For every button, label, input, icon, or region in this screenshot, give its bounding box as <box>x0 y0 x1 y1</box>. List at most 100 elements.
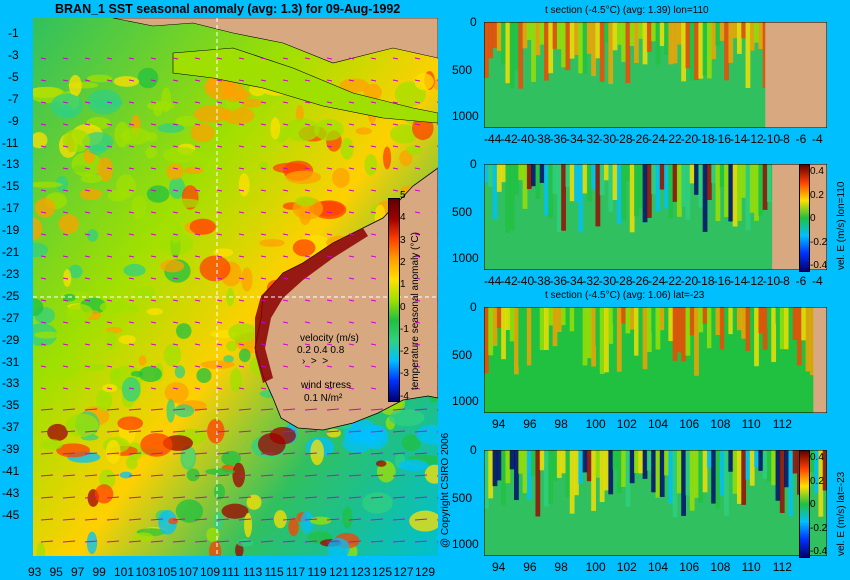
section-column <box>638 307 644 366</box>
velocity-arrow <box>216 365 223 368</box>
velocity-arrow <box>150 408 164 411</box>
x-tick-label: -8 <box>779 132 790 146</box>
section-column <box>745 22 751 88</box>
section-column <box>488 164 494 187</box>
velocity-arrow <box>370 496 384 499</box>
velocity-arrow <box>392 408 406 411</box>
velocity-arrow <box>392 496 406 499</box>
velocity-arrow <box>304 123 311 126</box>
section-column <box>702 22 708 76</box>
velocity-arrow <box>216 321 223 324</box>
anomaly-blob <box>288 517 299 537</box>
velocity-arrow <box>106 233 113 236</box>
section-column <box>634 307 639 356</box>
velocity-arrow <box>128 343 135 346</box>
section-column <box>582 22 588 74</box>
anomaly-blob <box>228 323 258 343</box>
section-column <box>625 22 631 84</box>
anomaly-blob <box>145 146 158 159</box>
section-column <box>664 307 669 358</box>
velocity-arrow <box>128 474 142 477</box>
x-tick-label: -30 <box>598 132 617 146</box>
x-tick-label: -18 <box>697 132 715 146</box>
velocity-arrow <box>194 189 201 192</box>
section-column <box>535 307 541 349</box>
velocity-arrow <box>414 408 428 411</box>
velocity-arrow <box>172 430 186 433</box>
anomaly-blob <box>189 218 216 235</box>
velocity-arrow <box>40 189 47 192</box>
section-column <box>509 22 515 89</box>
velocity-arrow <box>304 299 311 302</box>
velocity-arrow <box>260 167 267 170</box>
section-column <box>659 307 665 331</box>
section-column <box>522 164 528 209</box>
x-tick-label: 98 <box>554 417 568 431</box>
section-column <box>586 164 592 202</box>
velocity-arrow <box>106 365 113 368</box>
anomaly-blob <box>238 173 250 197</box>
velocity-arrow <box>106 101 113 104</box>
lon-tick-label: 113 <box>243 565 263 579</box>
section-column <box>728 450 734 472</box>
section-column <box>565 307 571 372</box>
velocity-arrow <box>370 474 384 477</box>
velocity-arrows <box>40 57 438 543</box>
velocity-arrow <box>436 255 438 257</box>
velocity-arrow <box>172 211 179 214</box>
anomaly-blob <box>229 368 243 393</box>
velocity-arrow <box>84 387 91 390</box>
velocity-arrow <box>62 496 76 499</box>
section-column <box>484 450 489 509</box>
velocity-arrow <box>194 255 201 258</box>
velocity-arrow <box>40 123 47 126</box>
section-column <box>518 450 524 474</box>
section-plot <box>484 22 827 128</box>
velocity-arrow <box>282 145 289 148</box>
anomaly-blob <box>332 167 350 188</box>
anomaly-blob <box>206 527 220 543</box>
velocity-arrow <box>150 430 164 433</box>
x-tick-label: -28 <box>615 132 633 146</box>
x-tick-label: -42 <box>500 132 518 146</box>
anomaly-blob <box>207 418 225 444</box>
section-column <box>651 307 656 333</box>
velocity-arrow <box>304 430 318 433</box>
section-column <box>518 307 524 367</box>
section-column <box>732 450 738 494</box>
velocity-arrow <box>282 79 289 82</box>
anomaly-blob <box>269 426 296 445</box>
section-column <box>565 22 571 71</box>
velocity-arrow <box>370 211 377 214</box>
anomaly-blob <box>33 242 49 258</box>
sst-anomaly-map <box>33 18 438 556</box>
section-column <box>809 307 815 376</box>
velocity-arrow <box>370 299 377 302</box>
velocity-arrow <box>392 452 406 455</box>
lat-tick-label: -33 <box>2 376 20 391</box>
section-column <box>629 450 635 484</box>
anomaly-blob <box>94 484 114 504</box>
section-column <box>612 164 618 201</box>
section-column <box>616 164 622 225</box>
velocity-arrow <box>62 79 69 82</box>
velocity-arrow <box>106 474 120 477</box>
x-tick-label: -36 <box>549 274 567 288</box>
section-column <box>724 164 729 218</box>
velocity-arrow <box>84 145 91 148</box>
velocity-colorbar-label: vel. E (m/s) lat=-23 <box>836 471 847 556</box>
section-column <box>664 164 669 209</box>
velocity-legend-arrows: › > > <box>302 356 329 367</box>
velocity-arrow <box>194 321 201 324</box>
section-column <box>732 22 738 39</box>
velocity-arrow <box>106 255 113 258</box>
velocity-arrow <box>150 299 157 302</box>
velocity-arrow <box>282 167 289 170</box>
velocity-arrow <box>40 211 47 214</box>
section-column <box>595 22 601 59</box>
section-column <box>659 22 665 47</box>
velocity-arrow <box>150 452 164 455</box>
velocity-arrow <box>106 57 113 60</box>
x-tick-label: -12 <box>746 274 764 288</box>
velocity-arrow <box>348 145 355 148</box>
